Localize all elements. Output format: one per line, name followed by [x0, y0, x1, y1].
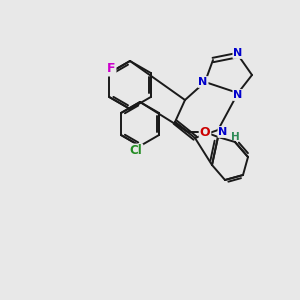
- Text: N: N: [233, 90, 243, 100]
- Text: N: N: [218, 127, 228, 137]
- Text: N: N: [198, 77, 208, 87]
- Text: O: O: [200, 125, 210, 139]
- Text: F: F: [107, 62, 116, 76]
- Text: N: N: [233, 48, 243, 58]
- Text: H: H: [231, 132, 240, 142]
- Text: Cl: Cl: [130, 145, 142, 158]
